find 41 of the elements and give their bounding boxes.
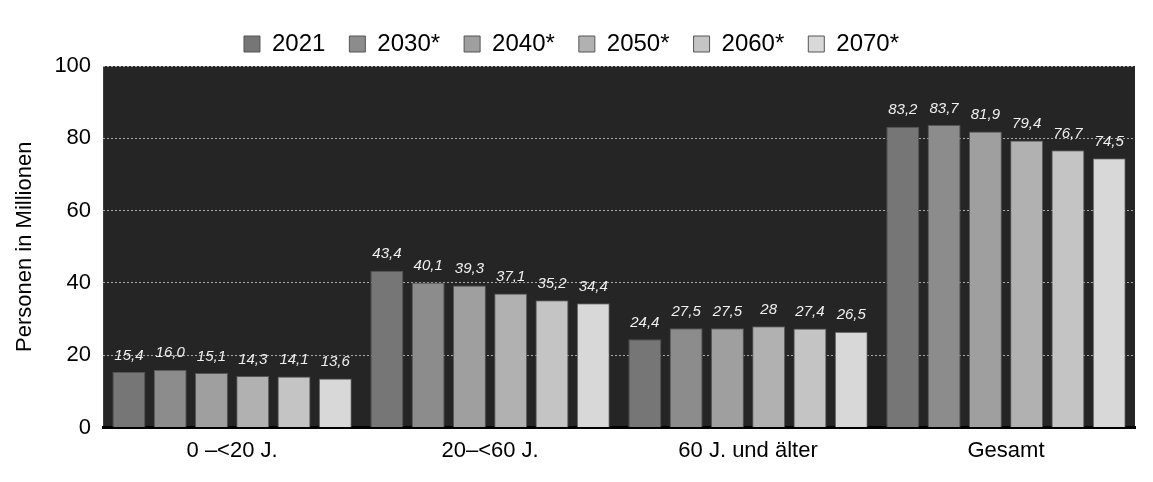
y-tick-label: 80 [66,124,92,150]
data-label: 13,6 [320,352,351,370]
data-label: 16,0 [155,343,186,361]
x-tick-label: 60 J. und älter [678,436,818,462]
y-tick-label: 0 [78,413,92,439]
x-tick-label: 0 –<20 J. [186,436,278,462]
y-tick-label: 100 [54,52,92,78]
legend-label: 2021 [271,28,326,56]
data-label: 43,4 [372,244,402,262]
data-label: 37,1 [496,267,526,285]
y-tick-label: 20 [66,341,92,367]
legend-label: 2040* [492,28,555,56]
data-label: 81,9 [970,105,1001,123]
data-label: 79,4 [1012,114,1042,132]
data-label: 14,3 [238,349,268,367]
data-label: 83,2 [888,100,919,118]
data-label: 76,7 [1053,123,1084,141]
data-label: 26,5 [835,305,867,323]
data-label: 14,1 [279,350,309,368]
data-label: 34,4 [578,276,608,294]
x-tick-label: Gesamt [967,436,1045,462]
data-label: 15,4 [114,345,144,363]
y-tick-label: 40 [66,269,92,295]
data-label: 35,2 [537,273,568,291]
data-label: 28 [759,300,778,318]
data-label: 27,4 [794,302,825,320]
data-label: 39,3 [454,259,485,277]
legend-label: 2050* [606,28,670,56]
data-label: 24,4 [629,313,660,331]
data-label: 40,1 [413,256,443,274]
y-axis-title: Personen in Millionen [11,141,37,352]
data-label: 74,5 [1094,131,1125,149]
y-tick-label: 60 [66,196,92,222]
x-tick-label: 20–<60 J. [441,436,539,462]
data-label: 27,5 [711,301,743,319]
legend-label: 2060* [721,28,785,56]
data-label: 27,5 [670,301,702,319]
data-label: 83,7 [929,98,960,116]
data-label: 15,1 [196,346,227,364]
legend-label: 2070* [836,28,900,56]
legend-label: 2030* [377,28,441,56]
